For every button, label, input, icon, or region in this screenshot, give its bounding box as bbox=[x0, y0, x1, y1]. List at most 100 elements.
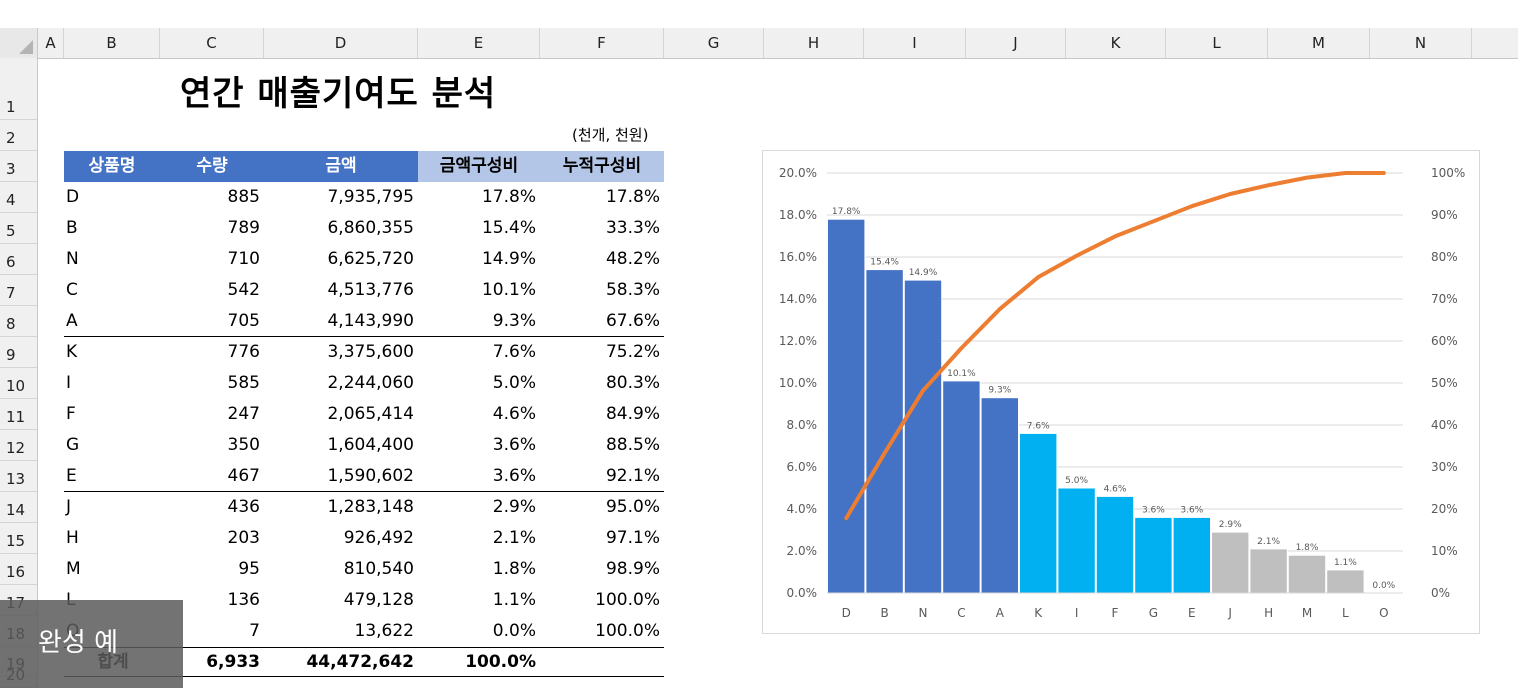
row-header-9[interactable]: 9 bbox=[0, 337, 37, 368]
table-cell[interactable]: 479,128 bbox=[264, 585, 418, 616]
table-cell[interactable]: 705 bbox=[160, 306, 264, 337]
table-cell[interactable]: 17.8% bbox=[540, 182, 664, 213]
table-cell[interactable]: 810,540 bbox=[264, 554, 418, 585]
table-cell[interactable]: G bbox=[64, 430, 160, 461]
row-header-7[interactable]: 7 bbox=[0, 275, 37, 306]
table-cell[interactable]: A bbox=[64, 306, 160, 337]
table-cell[interactable]: M bbox=[64, 554, 160, 585]
table-cell[interactable]: I bbox=[64, 368, 160, 399]
table-cell[interactable]: 1.1% bbox=[418, 585, 540, 616]
table-cell[interactable]: 585 bbox=[160, 368, 264, 399]
table-cell[interactable]: 4,143,990 bbox=[264, 306, 418, 337]
table-cell[interactable]: F bbox=[64, 399, 160, 430]
table-cell[interactable]: 95 bbox=[160, 554, 264, 585]
column-header-b[interactable]: B bbox=[64, 28, 160, 58]
table-cell[interactable]: 95.0% bbox=[540, 492, 664, 523]
table-cell[interactable]: 100.0% bbox=[540, 585, 664, 616]
table-cell[interactable]: H bbox=[64, 523, 160, 554]
table-cell[interactable]: 7.6% bbox=[418, 337, 540, 368]
table-cell[interactable]: 5.0% bbox=[418, 368, 540, 399]
row-header-15[interactable]: 15 bbox=[0, 523, 37, 554]
table-cell[interactable]: 9.3% bbox=[418, 306, 540, 337]
table-cell[interactable]: K bbox=[64, 337, 160, 368]
total-cell[interactable]: 44,472,642 bbox=[264, 647, 418, 677]
table-cell[interactable]: 2.9% bbox=[418, 492, 540, 523]
row-header-13[interactable]: 13 bbox=[0, 461, 37, 492]
table-cell[interactable]: 2,244,060 bbox=[264, 368, 418, 399]
table-cell[interactable]: 542 bbox=[160, 275, 264, 306]
row-header-16[interactable]: 16 bbox=[0, 554, 37, 585]
table-cell[interactable]: 33.3% bbox=[540, 213, 664, 244]
table-cell[interactable]: 436 bbox=[160, 492, 264, 523]
sheet-title[interactable]: 연간 매출기여도 분석 bbox=[180, 66, 496, 115]
table-cell[interactable]: E bbox=[64, 461, 160, 492]
table-cell[interactable]: 7,935,795 bbox=[264, 182, 418, 213]
select-all-corner[interactable] bbox=[0, 28, 38, 58]
table-cell[interactable]: J bbox=[64, 492, 160, 523]
table-cell[interactable]: 14.9% bbox=[418, 244, 540, 275]
table-cell[interactable]: 97.1% bbox=[540, 523, 664, 554]
table-cell[interactable]: 58.3% bbox=[540, 275, 664, 306]
table-header-cell[interactable]: 누적구성비 bbox=[540, 151, 664, 182]
table-cell[interactable]: 789 bbox=[160, 213, 264, 244]
column-header-k[interactable]: K bbox=[1066, 28, 1166, 58]
table-cell[interactable]: C bbox=[64, 275, 160, 306]
table-cell[interactable]: N bbox=[64, 244, 160, 275]
table-cell[interactable]: 75.2% bbox=[540, 337, 664, 368]
table-cell[interactable]: 350 bbox=[160, 430, 264, 461]
table-cell[interactable]: 3,375,600 bbox=[264, 337, 418, 368]
column-header-e[interactable]: E bbox=[418, 28, 540, 58]
row-header-5[interactable]: 5 bbox=[0, 213, 37, 244]
table-cell[interactable]: 2,065,414 bbox=[264, 399, 418, 430]
row-header-1[interactable]: 1 bbox=[0, 58, 37, 120]
column-header-f[interactable]: F bbox=[540, 28, 664, 58]
row-header-14[interactable]: 14 bbox=[0, 492, 37, 523]
unit-note[interactable]: (천개, 천원) bbox=[572, 124, 648, 145]
table-cell[interactable]: 100.0% bbox=[540, 616, 664, 647]
column-header-c[interactable]: C bbox=[160, 28, 264, 58]
table-cell[interactable]: 1.8% bbox=[418, 554, 540, 585]
row-header-2[interactable]: 2 bbox=[0, 120, 37, 151]
column-header-l[interactable]: L bbox=[1166, 28, 1268, 58]
row-header-4[interactable]: 4 bbox=[0, 182, 37, 213]
table-cell[interactable]: 6,860,355 bbox=[264, 213, 418, 244]
row-header-11[interactable]: 11 bbox=[0, 399, 37, 430]
column-header-a[interactable]: A bbox=[38, 28, 64, 58]
table-cell[interactable]: 3.6% bbox=[418, 430, 540, 461]
table-cell[interactable]: 88.5% bbox=[540, 430, 664, 461]
table-cell[interactable]: 776 bbox=[160, 337, 264, 368]
table-header-cell[interactable]: 금액 bbox=[264, 151, 418, 182]
column-header-g[interactable]: G bbox=[664, 28, 764, 58]
total-cell[interactable] bbox=[540, 647, 664, 677]
table-cell[interactable]: 1,604,400 bbox=[264, 430, 418, 461]
table-cell[interactable]: 203 bbox=[160, 523, 264, 554]
table-cell[interactable]: 15.4% bbox=[418, 213, 540, 244]
table-cell[interactable]: 80.3% bbox=[540, 368, 664, 399]
column-header-j[interactable]: J bbox=[966, 28, 1066, 58]
table-cell[interactable]: 3.6% bbox=[418, 461, 540, 492]
total-cell[interactable]: 100.0% bbox=[418, 647, 540, 677]
table-cell[interactable]: B bbox=[64, 213, 160, 244]
column-header-d[interactable]: D bbox=[264, 28, 418, 58]
row-header-3[interactable]: 3 bbox=[0, 151, 37, 182]
table-cell[interactable]: 247 bbox=[160, 399, 264, 430]
column-header-n[interactable]: N bbox=[1370, 28, 1472, 58]
table-cell[interactable]: 10.1% bbox=[418, 275, 540, 306]
table-cell[interactable]: 4.6% bbox=[418, 399, 540, 430]
table-cell[interactable]: 17.8% bbox=[418, 182, 540, 213]
row-header-10[interactable]: 10 bbox=[0, 368, 37, 399]
table-cell[interactable]: 1,590,602 bbox=[264, 461, 418, 492]
table-header-cell[interactable]: 수량 bbox=[160, 151, 264, 182]
column-header-m[interactable]: M bbox=[1268, 28, 1370, 58]
table-cell[interactable]: 92.1% bbox=[540, 461, 664, 492]
row-header-12[interactable]: 12 bbox=[0, 430, 37, 461]
pareto-chart[interactable]: 0.0% 2.0% 4.0% 6.0% 8.0% 10.0% 12.0% 14.0% 16.0%… bbox=[762, 150, 1480, 634]
table-cell[interactable]: 926,492 bbox=[264, 523, 418, 554]
row-header-6[interactable]: 6 bbox=[0, 244, 37, 275]
table-cell[interactable]: 4,513,776 bbox=[264, 275, 418, 306]
table-cell[interactable]: 98.9% bbox=[540, 554, 664, 585]
table-cell[interactable]: 2.1% bbox=[418, 523, 540, 554]
table-cell[interactable]: 6,625,720 bbox=[264, 244, 418, 275]
column-header-h[interactable]: H bbox=[764, 28, 864, 58]
table-cell[interactable]: 885 bbox=[160, 182, 264, 213]
